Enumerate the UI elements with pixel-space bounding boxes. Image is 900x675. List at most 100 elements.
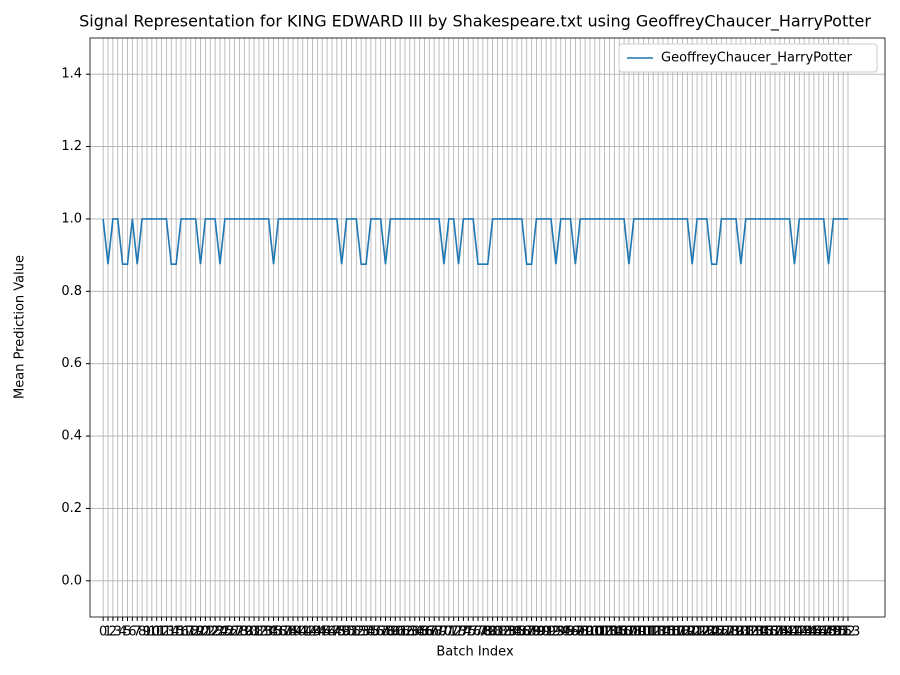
plot-frame [89, 37, 886, 618]
x-tick-label: 126 [704, 625, 729, 640]
x-tick-label: 13 [158, 625, 175, 640]
x-tick-label: 1 [104, 625, 112, 640]
x-tick-label: 84 [504, 625, 521, 640]
x-tick-label: 52 [348, 625, 365, 640]
x-tick-label: 124 [694, 625, 719, 640]
x-tick-label: 78 [475, 625, 492, 640]
x-tick-label: 89 [528, 625, 545, 640]
x-tick-label: 116 [655, 625, 680, 640]
y-tick-label: 1.4 [61, 67, 82, 82]
x-tick-label: 60 [387, 625, 404, 640]
x-tick-label: 53 [353, 625, 370, 640]
x-tick-label: 3 [114, 625, 122, 640]
x-tick-label: 137 [758, 625, 783, 640]
legend-label: GeoffreyChaucer_HarryPotter [661, 51, 853, 66]
x-tick-label: 114 [646, 625, 671, 640]
x-tick-label: 66 [416, 625, 433, 640]
x-tick-label: 58 [377, 625, 394, 640]
x-tick-label: 36 [270, 625, 287, 640]
x-tick-label: 133 [738, 625, 763, 640]
x-tick-label: 145 [797, 625, 822, 640]
x-tick-label: 150 [821, 625, 846, 640]
x-tick-label: 56 [367, 625, 384, 640]
x-tick-label: 121 [680, 625, 705, 640]
chart-title: Signal Representation for KING EDWARD II… [79, 12, 871, 32]
y-tick-label: 0.0 [61, 573, 82, 588]
x-tick-label: 20 [192, 625, 209, 640]
x-tick-label: 87 [518, 625, 535, 640]
x-tick-label: 76 [465, 625, 482, 640]
x-tick-label: 73 [450, 625, 467, 640]
x-tick-label: 42 [299, 625, 316, 640]
x-tick-label: 5 [123, 625, 131, 640]
x-tick-label: 18 [183, 625, 200, 640]
x-tick-label: 140 [772, 625, 797, 640]
x-tick-label: 16 [173, 625, 190, 640]
x-tick-label: 148 [811, 625, 836, 640]
x-tick-label: 119 [670, 625, 695, 640]
x-tick-label: 90 [533, 625, 550, 640]
x-tick-label: 104 [597, 625, 622, 640]
x-tick-label: 109 [621, 625, 646, 640]
x-tick-label: 59 [382, 625, 399, 640]
x-tick-label: 82 [494, 625, 511, 640]
x-tick-label: 4 [118, 625, 126, 640]
x-tick-label: 19 [187, 625, 204, 640]
x-tick-label: 0 [99, 625, 107, 640]
x-tick-label: 31 [246, 625, 263, 640]
y-tick-label: 1.0 [61, 211, 82, 226]
x-tick-label: 71 [441, 625, 458, 640]
x-tick-label: 9 [143, 625, 151, 640]
x-tick-label: 45 [314, 625, 331, 640]
x-tick-label: 110 [626, 625, 651, 640]
x-tick-label: 91 [538, 625, 555, 640]
x-tick-label: 61 [392, 625, 409, 640]
y-axis-label: Mean Prediction Value [13, 255, 28, 399]
x-tick-label: 57 [372, 625, 389, 640]
x-tick-label: 107 [612, 625, 637, 640]
x-tick-label: 113 [641, 625, 666, 640]
x-tick-label: 49 [333, 625, 350, 640]
x-tick-label: 63 [402, 625, 419, 640]
x-tick-label: 131 [728, 625, 753, 640]
x-tick-label: 2 [109, 625, 117, 640]
x-tick-label: 97 [567, 625, 584, 640]
x-tick-label: 100 [578, 625, 603, 640]
x-tick-label: 152 [831, 625, 856, 640]
x-tick-label: 98 [572, 625, 589, 640]
x-tick-label: 136 [753, 625, 778, 640]
x-tick-label: 105 [602, 625, 627, 640]
x-tick-label: 12 [153, 625, 170, 640]
x-tick-label: 54 [358, 625, 375, 640]
x-tick-label: 103 [592, 625, 617, 640]
x-tick-label: 85 [509, 625, 526, 640]
y-tick-label: 0.6 [61, 356, 82, 371]
y-tick-label: 0.8 [61, 284, 82, 299]
x-tick-label: 7 [133, 625, 141, 640]
x-tick-label: 67 [421, 625, 438, 640]
x-tick-label: 8 [138, 625, 146, 640]
x-tick-label: 75 [460, 625, 477, 640]
x-tick-label: 118 [665, 625, 690, 640]
x-tick-label: 37 [275, 625, 292, 640]
x-tick-label: 40 [290, 625, 307, 640]
y-tick-label: 0.2 [61, 501, 82, 516]
x-tick-label: 38 [280, 625, 297, 640]
x-tick-label: 48 [329, 625, 346, 640]
x-tick-label: 139 [767, 625, 792, 640]
x-tick-label: 95 [557, 625, 574, 640]
x-tick-label: 11 [148, 625, 165, 640]
x-tick-label: 68 [426, 625, 443, 640]
x-tick-label: 144 [792, 625, 817, 640]
x-tick-label: 33 [256, 625, 273, 640]
x-tick-label: 99 [577, 625, 594, 640]
x-tick-label: 64 [406, 625, 423, 640]
x-tick-label: 101 [582, 625, 607, 640]
x-tick-label: 106 [607, 625, 632, 640]
x-tick-label: 132 [733, 625, 758, 640]
x-tick-label: 88 [523, 625, 540, 640]
x-tick-label: 14 [163, 625, 180, 640]
x-tick-label: 74 [455, 625, 472, 640]
